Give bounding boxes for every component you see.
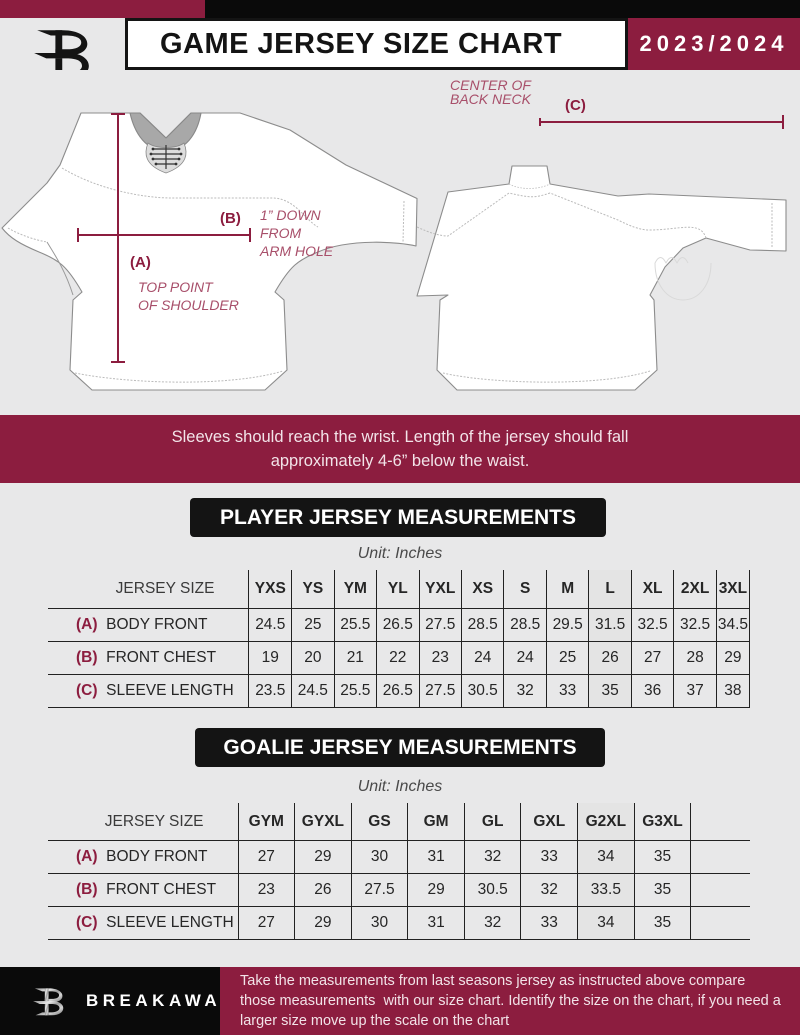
svg-text:BACK NECK: BACK NECK [450, 91, 532, 107]
svg-text:(C): (C) [565, 97, 586, 114]
